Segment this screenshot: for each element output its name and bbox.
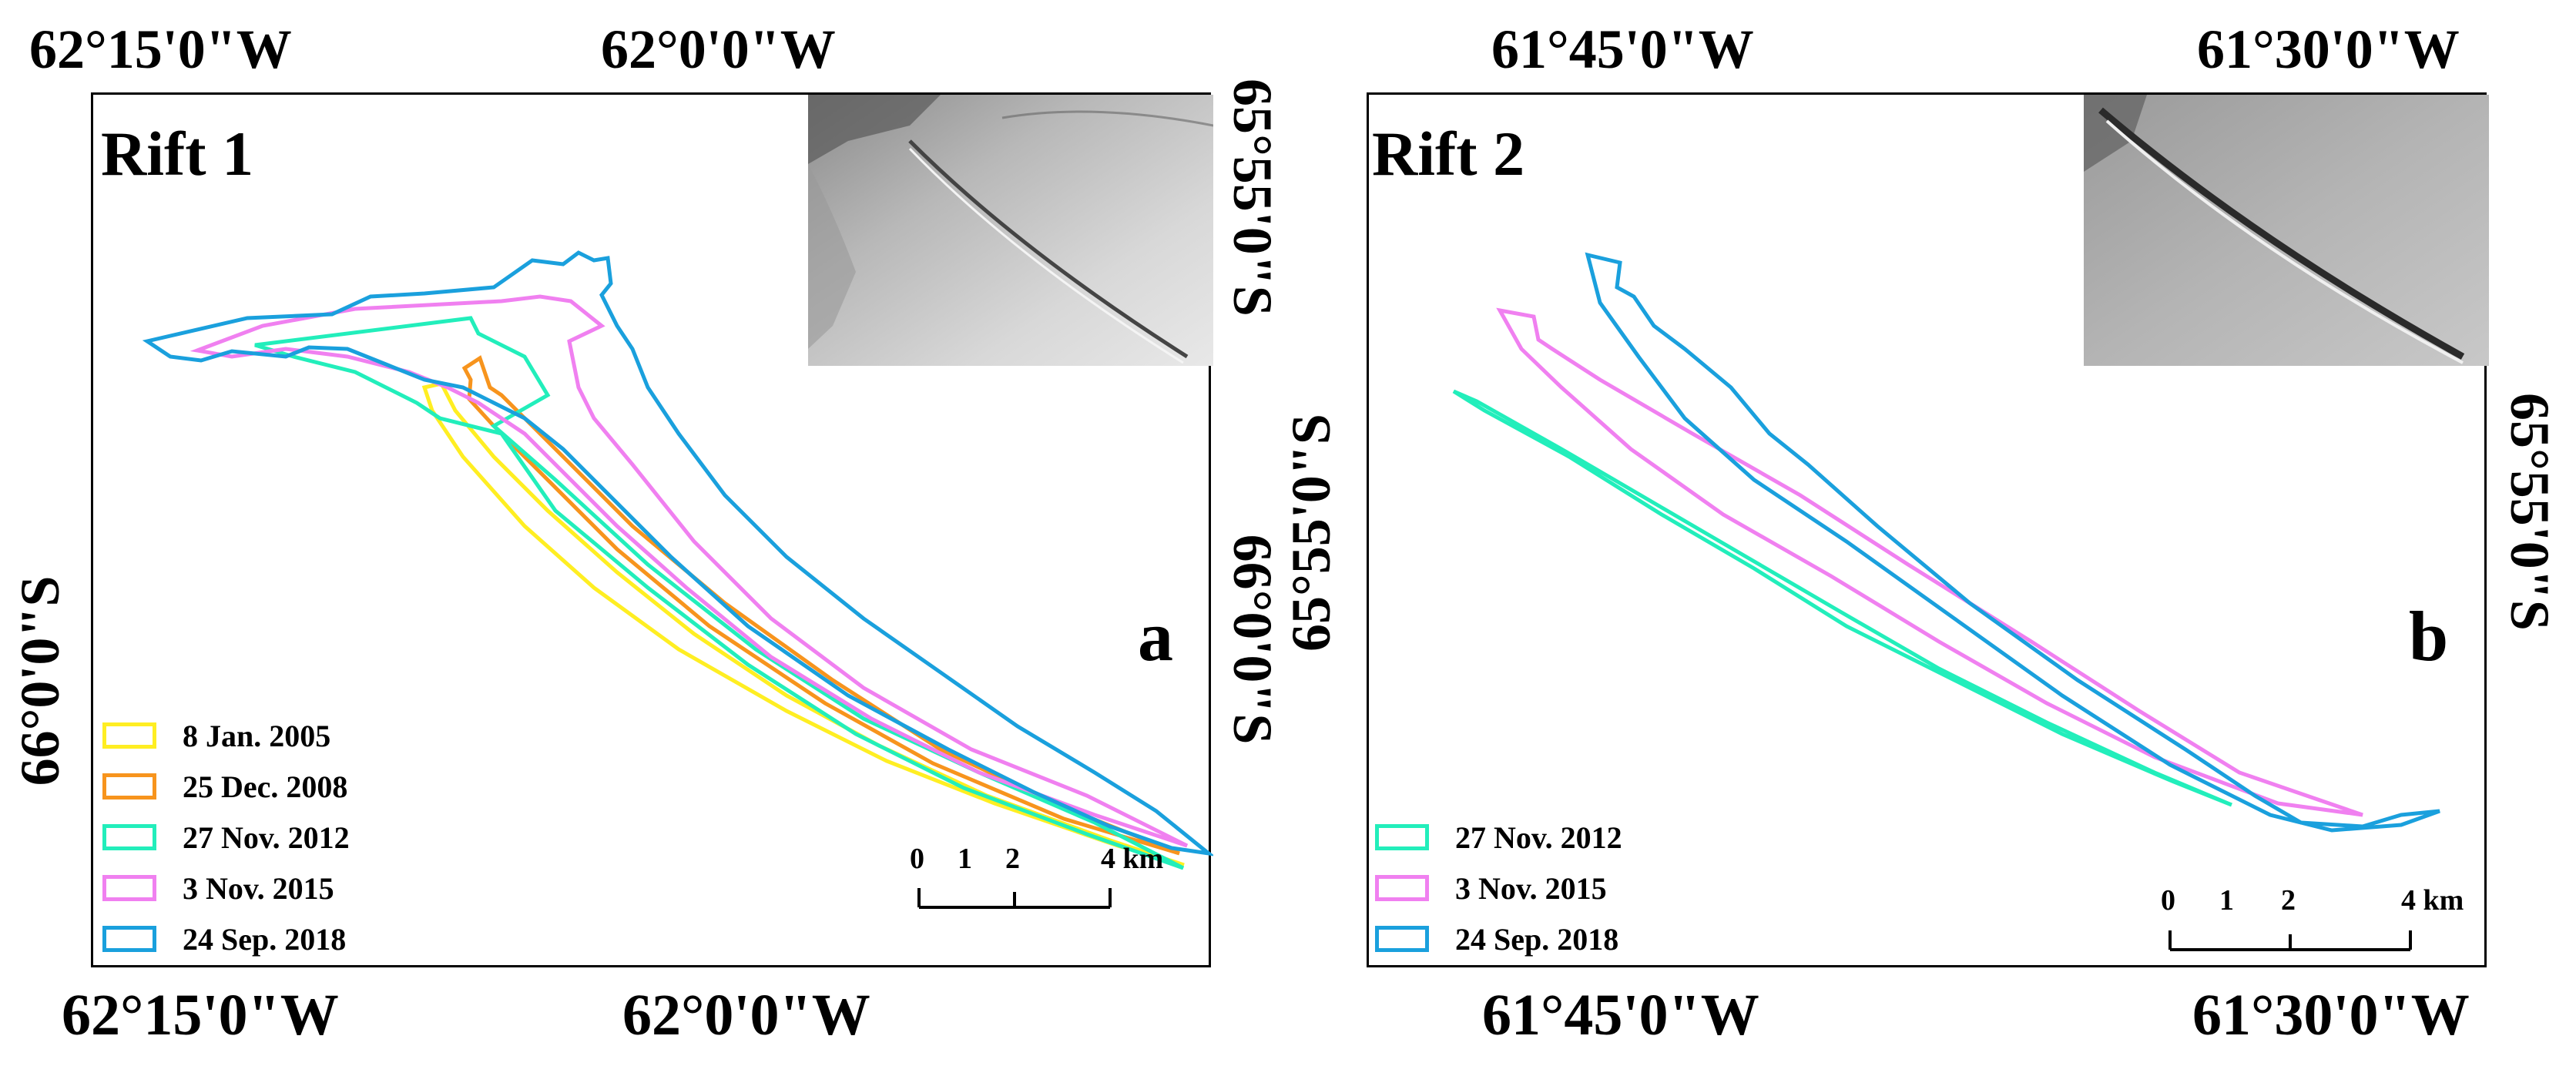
map-panel-b: Rift 2 b 27 Nov. 2012 3 Nov. 2015 24 Sep… <box>1367 92 2489 967</box>
panel-b-top-lon-2: 61°30'0"W <box>2197 18 2460 80</box>
panel-a-right-lat-1: 65°55'0"S <box>1222 79 1283 317</box>
panel-a-scale-tick: 0 <box>910 843 924 875</box>
legend-label: 24 Sep. 2018 <box>1455 921 1619 957</box>
panel-b-scale-tick: 0 <box>2161 884 2175 917</box>
legend-swatch <box>102 773 156 800</box>
panel-a-top-lon-2: 62°0'0"W <box>601 18 836 80</box>
legend-swatch <box>102 926 156 952</box>
rift1-outline-2008 <box>461 355 1180 856</box>
rift1-outline-2005 <box>421 381 1185 867</box>
panel-a-right-lat-2: 66°0'0"S <box>1222 534 1283 745</box>
legend-item: 3 Nov. 2015 <box>1375 871 1607 906</box>
legend-label: 3 Nov. 2015 <box>1455 870 1607 906</box>
legend-label: 27 Nov. 2012 <box>1455 820 1622 855</box>
rift2-outline-2018 <box>1585 252 2440 833</box>
panel-a-map-svg <box>142 95 1213 909</box>
legend-item: 24 Sep. 2018 <box>102 921 347 957</box>
legend-label: 8 Jan. 2005 <box>183 718 331 753</box>
legend-label: 27 Nov. 2012 <box>183 820 350 855</box>
rift1-outline-2012 <box>254 316 1185 870</box>
panel-b-inset-image <box>2084 95 2489 366</box>
panel-a-scale-tick: 2 <box>1005 843 1020 875</box>
panel-b-scale-bar <box>2168 930 2412 951</box>
legend-swatch <box>102 824 156 850</box>
panel-b-left-lat: 65°55'0"S <box>1280 414 1342 652</box>
rift2-outline-2012 <box>1452 389 2232 807</box>
legend-item: 24 Sep. 2018 <box>1375 921 1619 957</box>
legend-label: 25 Dec. 2008 <box>183 769 348 804</box>
legend-label: 3 Nov. 2015 <box>183 870 334 906</box>
panel-b-scale-tick: 1 <box>2219 884 2234 917</box>
panel-a-bottom-lon-2: 62°0'0"W <box>622 983 870 1048</box>
legend-swatch <box>102 722 156 749</box>
panel-b-map-svg <box>1452 95 2489 951</box>
panel-b-scale-tick: 2 <box>2281 884 2296 917</box>
panel-a-top-lon-1: 62°15'0"W <box>29 18 292 80</box>
panel-a-inset-image <box>808 95 1213 366</box>
rift1-outline-2018 <box>142 250 1213 856</box>
panel-a-scale-tick: 1 <box>958 843 972 875</box>
legend-item: 3 Nov. 2015 <box>102 871 334 906</box>
panel-b-title: Rift 2 <box>1372 119 1525 189</box>
panel-a-scale-bar <box>917 888 1112 909</box>
panel-a-scale-tick: 4 km <box>1101 843 1164 875</box>
legend-swatch <box>1375 926 1429 952</box>
legend-swatch <box>1375 875 1429 901</box>
panel-a-letter: a <box>1138 597 1173 675</box>
panel-b-scale-tick: 4 km <box>2401 884 2464 917</box>
panel-a-bottom-lon-1: 62°15'0"W <box>62 983 339 1048</box>
legend-item: 27 Nov. 2012 <box>1375 820 1622 855</box>
legend-item: 25 Dec. 2008 <box>102 769 348 804</box>
panel-b-right-lat: 65°55'0"S <box>2499 393 2561 631</box>
panel-a-title: Rift 1 <box>101 119 254 189</box>
legend-item: 27 Nov. 2012 <box>102 820 350 855</box>
legend-swatch <box>1375 824 1429 850</box>
panel-b-letter: b <box>2409 597 2449 675</box>
legend-swatch <box>102 875 156 901</box>
panel-b-bottom-lon-2: 61°30'0"W <box>2192 983 2470 1048</box>
map-panel-a: Rift 1 a 8 Jan. 2005 25 Dec. 2008 27 Nov… <box>91 92 1213 967</box>
rift1-outline-2015 <box>190 294 1189 848</box>
legend-item: 8 Jan. 2005 <box>102 718 331 753</box>
panel-a-left-lat: 66°0'0"S <box>9 575 71 786</box>
legend-label: 24 Sep. 2018 <box>183 921 347 957</box>
rift2-outline-2015 <box>1496 307 2363 817</box>
panel-b-top-lon-1: 61°45'0"W <box>1491 18 1754 80</box>
panel-b-bottom-lon-1: 61°45'0"W <box>1482 983 1759 1048</box>
